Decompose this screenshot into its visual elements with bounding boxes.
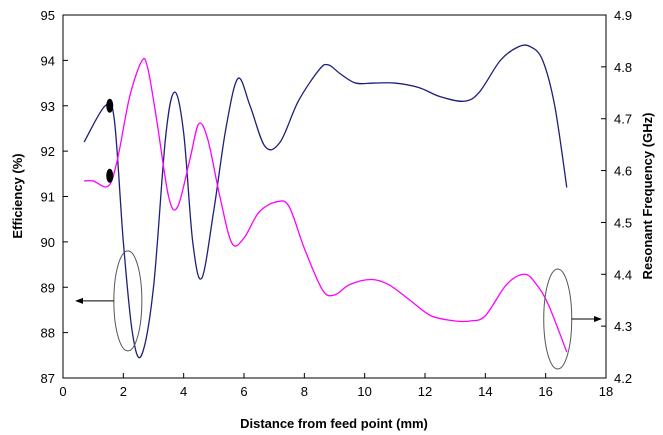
y-left-tick-label: 87 <box>41 371 55 386</box>
annotations-layer <box>75 98 602 370</box>
x-tick-label: 8 <box>301 384 308 399</box>
point-marker <box>106 168 114 183</box>
x-tick-label: 4 <box>180 384 187 399</box>
x-tick-label: 2 <box>120 384 127 399</box>
x-tick-label: 6 <box>240 384 247 399</box>
x-tick-label: 10 <box>357 384 371 399</box>
arrowhead-right-icon <box>594 316 602 323</box>
y-right-tick-label: 4.2 <box>614 371 632 386</box>
y-left-tick-label: 92 <box>41 144 55 159</box>
y-axis-right-label: Resonant Frequency (GHz) <box>640 113 655 280</box>
y-right-tick-label: 4.4 <box>614 267 632 282</box>
ticks-layer: 0 2 4 6 8 10 12 14 16 18 87 88 89 90 91 92 93 94 95 4.2 4.3 4… <box>41 8 633 399</box>
x-tick-label: 16 <box>538 384 552 399</box>
annotation-ellipse <box>113 250 143 352</box>
y-axis-left-label: Efficiency (%) <box>10 153 25 238</box>
y-right-tick-label: 4.6 <box>614 164 632 179</box>
arrowhead-left-icon <box>75 297 83 304</box>
y-left-tick-label: 89 <box>41 280 55 295</box>
frequency-series-line <box>84 57 568 353</box>
annotation-ellipse <box>543 268 573 370</box>
x-tick-label: 0 <box>59 384 66 399</box>
x-tick-label: 18 <box>599 384 613 399</box>
x-axis-label: Distance from feed point (mm) <box>240 416 428 431</box>
y-left-tick-label: 94 <box>41 53 55 68</box>
x-tick-label: 14 <box>478 384 492 399</box>
series-layer <box>83 44 568 359</box>
point-marker <box>106 98 114 113</box>
y-left-tick-label: 88 <box>41 326 55 341</box>
y-right-tick-label: 4.5 <box>614 215 632 230</box>
y-left-tick-label: 90 <box>41 235 55 250</box>
y-left-tick-label: 93 <box>41 99 55 114</box>
y-right-tick-label: 4.8 <box>614 60 632 75</box>
efficiency-series-line <box>83 44 568 359</box>
y-left-tick-label: 91 <box>41 190 55 205</box>
y-right-tick-label: 4.9 <box>614 8 632 23</box>
y-right-tick-label: 4.3 <box>614 319 632 334</box>
y-right-tick-label: 4.7 <box>614 112 632 127</box>
y-left-tick-label: 95 <box>41 8 55 23</box>
x-tick-label: 12 <box>418 384 432 399</box>
